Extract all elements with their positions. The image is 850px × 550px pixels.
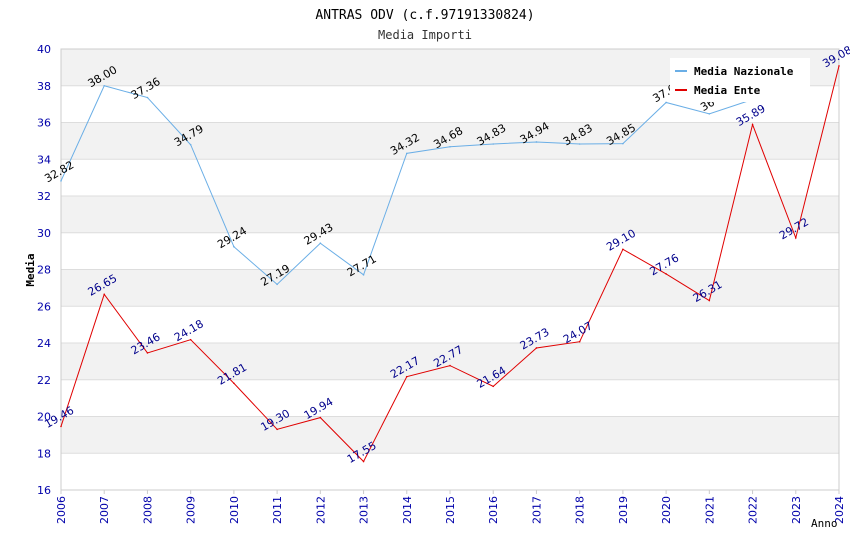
- data-point-media-nazionale: [449, 145, 451, 148]
- x-tick-label: 2019: [617, 496, 630, 524]
- y-tick-label: 34: [37, 153, 51, 166]
- x-tick-label: 2006: [55, 496, 68, 524]
- y-tick-labels: 16 18 20 22 24 26 28 30 32 34 36 38 40: [37, 43, 51, 497]
- y-tick-label: 32: [37, 190, 51, 203]
- y-tick-label: 24: [37, 337, 51, 350]
- data-point-media-nazionale: [276, 283, 278, 286]
- data-point-media-ente: [492, 385, 495, 388]
- x-tick-label: 2007: [98, 496, 111, 524]
- data-point-media-nazionale: [708, 113, 711, 115]
- data-point-media-nazionale: [405, 152, 408, 155]
- data-point-media-ente: [60, 425, 62, 428]
- data-point-media-ente: [665, 273, 667, 275]
- legend-box: [670, 58, 810, 102]
- data-point-media-ente: [578, 340, 581, 343]
- data-point-media-nazionale: [578, 143, 581, 145]
- y-tick-label: 38: [37, 80, 51, 93]
- x-axis-label: Anno: [811, 517, 838, 530]
- plot-border: [60, 48, 840, 491]
- series-lines: [60, 65, 840, 463]
- data-point-media-ente: [319, 416, 322, 419]
- data-point-media-ente: [794, 237, 797, 239]
- data-point-media-ente: [189, 338, 192, 341]
- plot-band: [61, 416, 839, 454]
- data-point-media-ente: [535, 347, 538, 349]
- y-tick-label: 30: [37, 227, 51, 240]
- data-point-media-ente: [233, 382, 235, 385]
- data-point-media-ente: [276, 428, 278, 431]
- legend-label-media-nazionale: Media Nazionale: [694, 65, 794, 78]
- x-tick-label: 2013: [358, 496, 371, 524]
- x-tick-label: 2020: [660, 496, 673, 524]
- data-point-media-nazionale: [665, 101, 667, 104]
- x-tick-label: 2015: [444, 496, 457, 524]
- y-tick-label: 28: [37, 264, 51, 277]
- data-point-media-ente: [103, 293, 106, 296]
- x-tick-label: 2014: [401, 496, 414, 524]
- x-tick-label: 2009: [185, 496, 198, 524]
- data-point-media-ente: [405, 375, 408, 378]
- x-tick-label: 2018: [574, 496, 587, 524]
- x-tick-label: 2024: [833, 496, 846, 524]
- x-tick-label: 2010: [228, 496, 241, 524]
- x-tick-label: 2008: [141, 496, 154, 524]
- data-point-media-nazionale: [60, 180, 62, 182]
- x-tick-label: 2017: [530, 496, 543, 524]
- data-point-media-nazionale: [189, 143, 192, 146]
- x-tick-label: 2022: [747, 496, 760, 524]
- chart-subtitle: Media Importi: [378, 28, 472, 42]
- data-point-media-nazionale: [535, 141, 538, 143]
- series-line-media-nazionale: [60, 85, 753, 286]
- x-tick-labels: 2006 2007 2008 2009 2010 2011 2012 2013 2014 2015…: [55, 496, 846, 524]
- y-tick-label: 16: [37, 484, 51, 497]
- y-tick-label: 26: [37, 300, 51, 313]
- data-point-media-nazionale: [146, 96, 149, 99]
- y-tick-label: 22: [37, 374, 51, 387]
- x-tick-label: 2021: [703, 496, 716, 524]
- x-tick-label: 2023: [790, 496, 803, 524]
- data-point-media-ente: [838, 65, 840, 67]
- data-point-media-ente: [622, 248, 624, 251]
- data-point-media-ente: [362, 460, 365, 463]
- data-point-media-nazionale: [319, 242, 322, 245]
- legend: Media Nazionale Media Ente: [670, 58, 810, 102]
- data-point-media-nazionale: [492, 143, 495, 145]
- x-tick-label: 2016: [487, 496, 500, 524]
- data-point-media-nazionale: [233, 245, 235, 248]
- y-axis-label: Media: [24, 253, 37, 286]
- data-point-media-nazionale: [103, 84, 106, 87]
- data-point-media-ente: [708, 299, 711, 302]
- y-tick-label: 18: [37, 447, 51, 460]
- data-point-media-nazionale: [622, 142, 624, 145]
- x-tick-label: 2012: [314, 496, 327, 524]
- y-tick-label: 36: [37, 117, 51, 130]
- y-tick-label: 20: [37, 411, 51, 424]
- y-tick-label: 40: [37, 43, 51, 56]
- chart-title: ANTRAS ODV (c.f.97191330824): [315, 8, 534, 23]
- plot-band: [61, 196, 839, 233]
- plot-band: [61, 343, 839, 380]
- data-point-media-ente: [146, 352, 149, 354]
- legend-label-media-ente: Media Ente: [694, 84, 761, 97]
- data-point-media-ente: [751, 123, 754, 126]
- plot-band: [61, 122, 839, 160]
- data-point-media-nazionale: [362, 274, 365, 276]
- x-tick-label: 2011: [271, 496, 284, 524]
- data-point-media-ente: [449, 364, 451, 367]
